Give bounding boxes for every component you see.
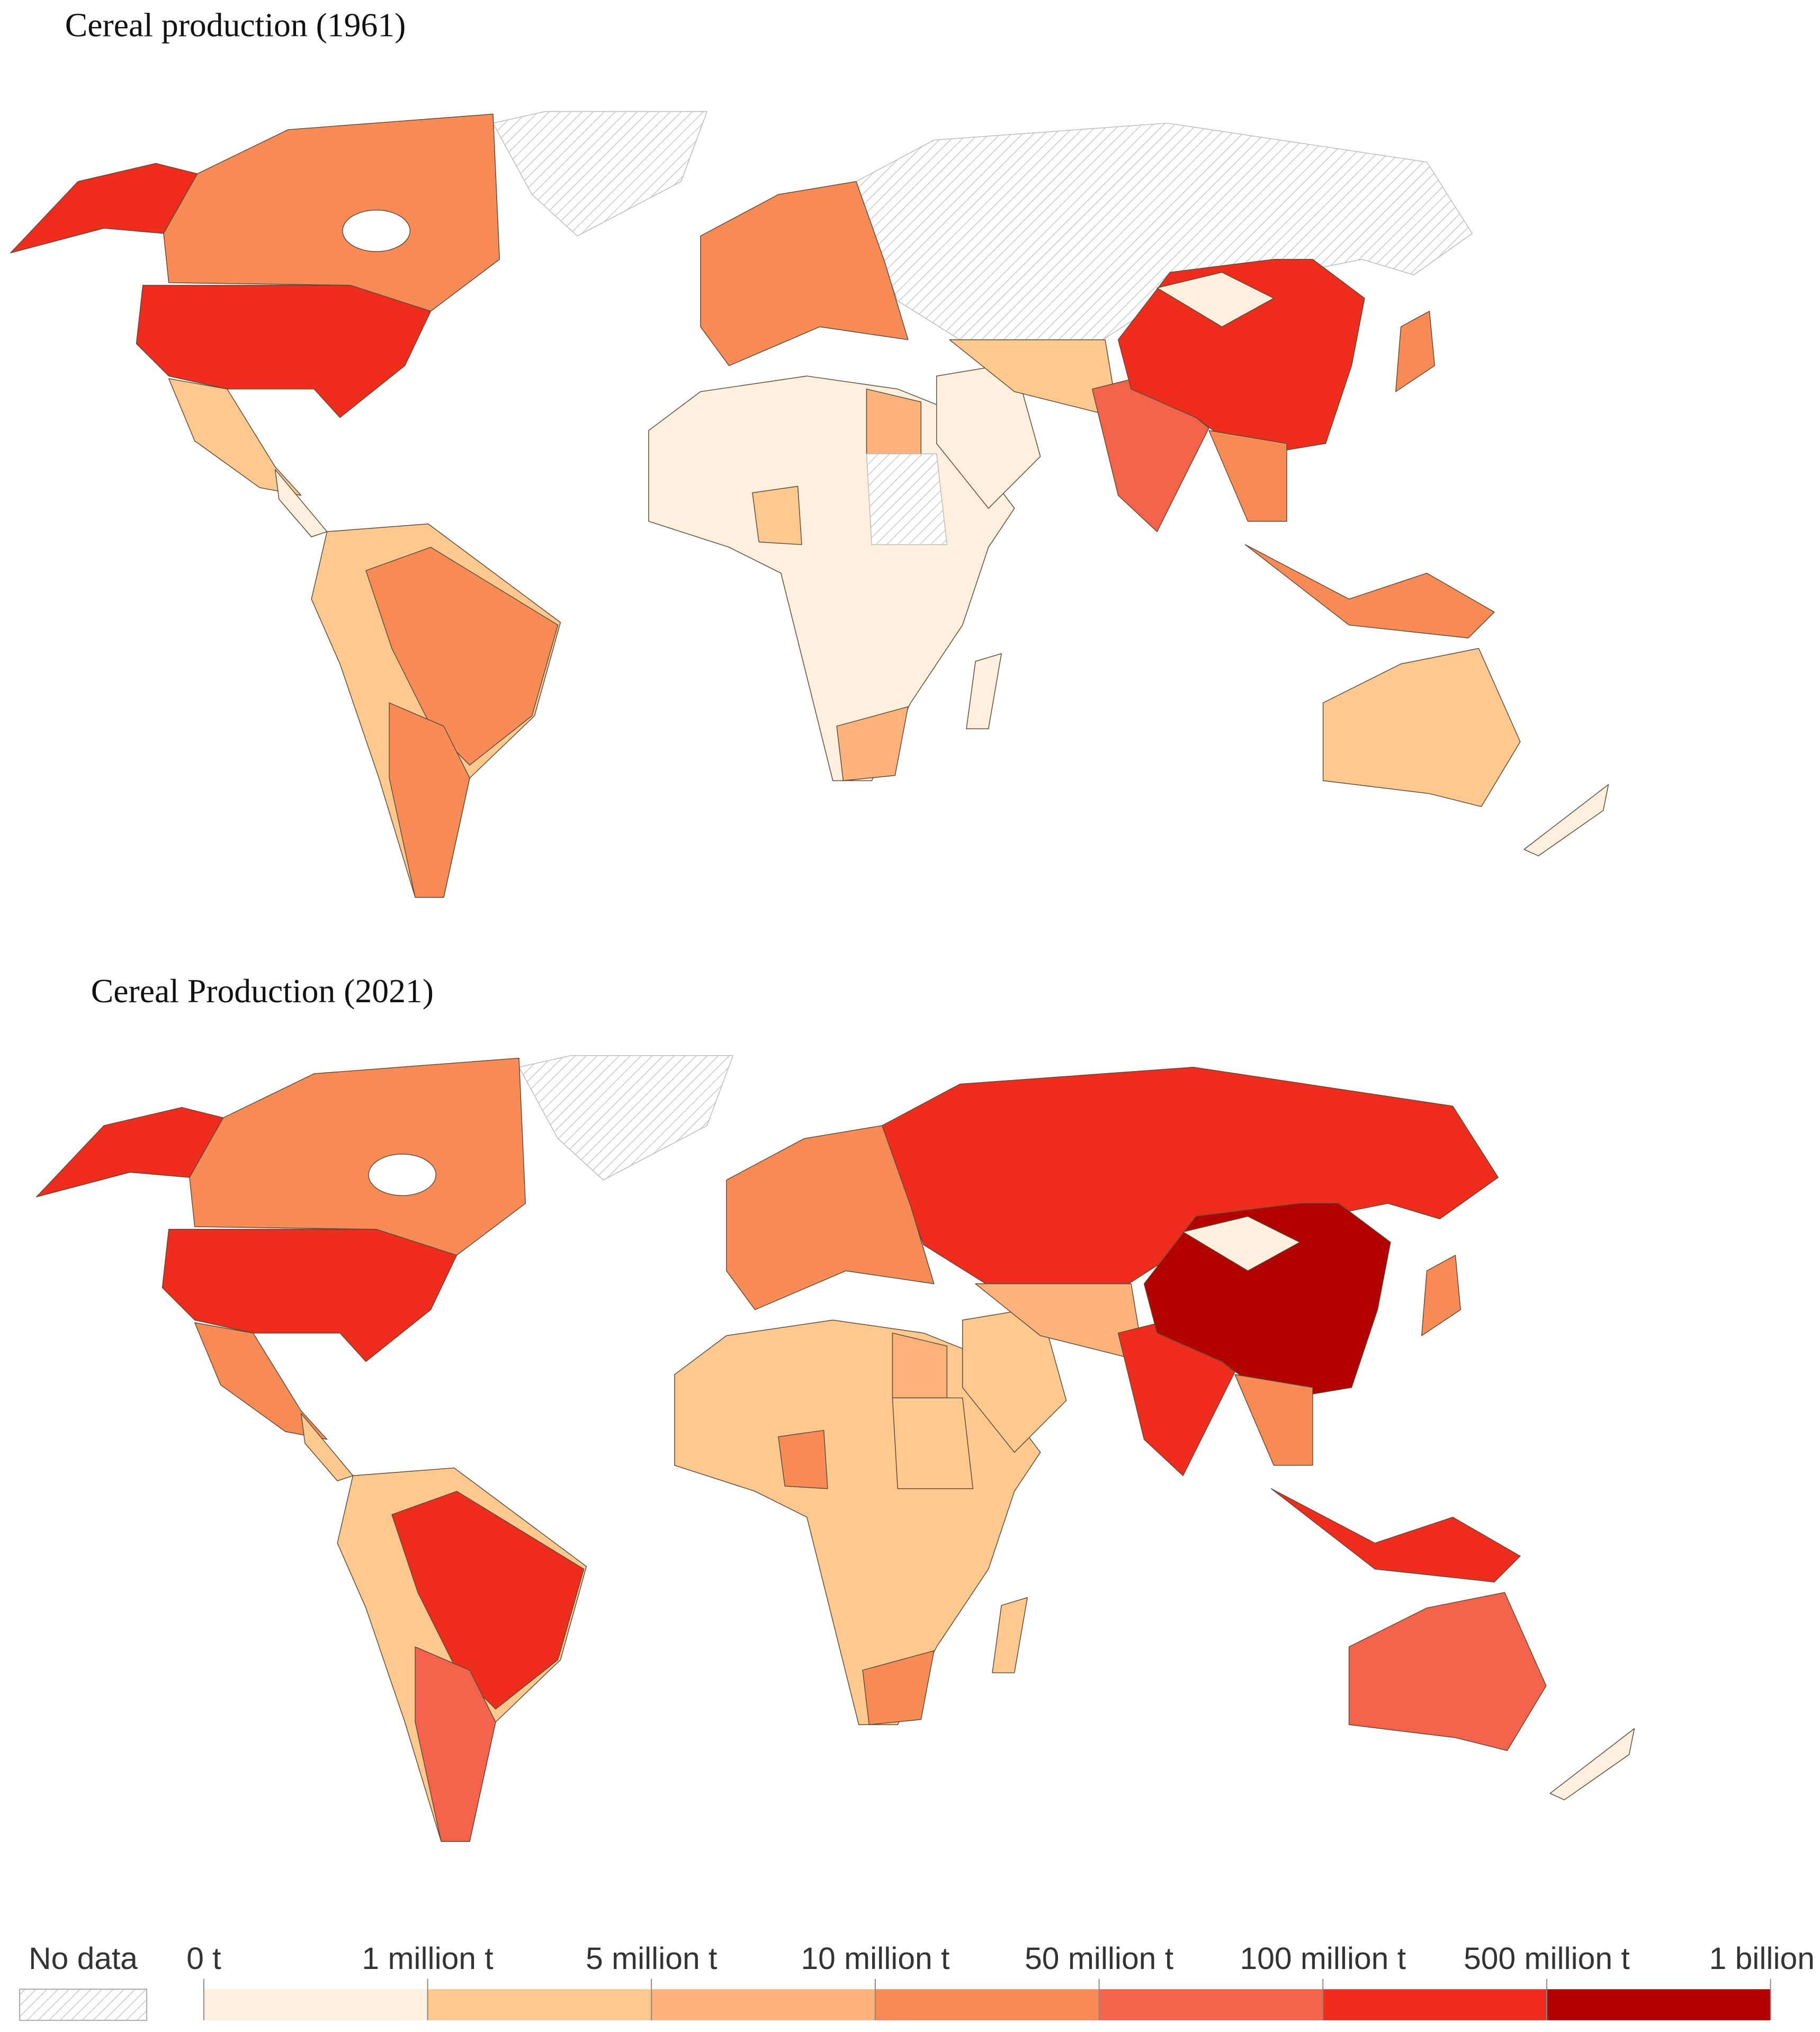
country-region bbox=[1234, 1374, 1313, 1466]
country-region bbox=[1182, 1216, 1301, 1272]
country-region bbox=[778, 1429, 828, 1489]
country-region bbox=[1156, 272, 1275, 327]
country-region bbox=[1322, 648, 1521, 807]
country-region bbox=[163, 113, 500, 312]
country-region bbox=[1270, 1488, 1521, 1583]
map-title: Cereal production (1961) bbox=[65, 6, 406, 43]
legend-label: No data bbox=[29, 1941, 138, 1976]
country-region bbox=[836, 706, 909, 781]
no-data-swatch bbox=[19, 1989, 148, 2021]
country-region bbox=[1143, 1203, 1391, 1401]
legend-bin bbox=[427, 1989, 652, 2020]
legend-bin bbox=[203, 1989, 428, 2020]
legend-bin bbox=[1323, 1989, 1547, 2020]
legend-bin bbox=[875, 1989, 1099, 2020]
country-region bbox=[189, 1057, 526, 1256]
legend-tick-label: 5 million t bbox=[586, 1941, 717, 1976]
country-region bbox=[365, 546, 559, 766]
country-region bbox=[862, 1650, 935, 1725]
legend: No data 0 t 1 million t 5 million t 10 mill… bbox=[19, 1941, 1820, 2021]
country-region bbox=[492, 111, 707, 237]
legend-bin bbox=[1546, 1989, 1771, 2020]
country-region bbox=[866, 453, 948, 545]
country-region bbox=[966, 653, 1002, 730]
country-region bbox=[300, 1413, 354, 1481]
world-map bbox=[36, 1055, 1635, 1842]
country-region bbox=[1549, 1728, 1635, 1801]
legend-tick-label: 1 million t bbox=[362, 1941, 493, 1976]
country-region bbox=[168, 378, 302, 496]
country-region bbox=[726, 1125, 935, 1310]
country-region bbox=[882, 1067, 1499, 1284]
legend-tick-label: 500 million t bbox=[1464, 1941, 1630, 1976]
country-region bbox=[700, 181, 909, 366]
country-region bbox=[1208, 430, 1287, 522]
country-region bbox=[1117, 259, 1365, 457]
legend-tick-label: 0 t bbox=[186, 1941, 221, 1976]
country-region bbox=[274, 469, 328, 537]
country-region bbox=[162, 1229, 458, 1362]
country-region bbox=[1348, 1592, 1547, 1751]
country-region bbox=[856, 122, 1473, 340]
map-title: Cereal Production (2021) bbox=[91, 972, 434, 1010]
country-region bbox=[1523, 784, 1609, 857]
country-region bbox=[389, 702, 470, 898]
country-region bbox=[415, 1646, 496, 1842]
legend-tick-label: 50 million t bbox=[1025, 1941, 1173, 1976]
country-region bbox=[1244, 544, 1495, 639]
country-region bbox=[992, 1597, 1028, 1674]
country-region bbox=[1421, 1255, 1461, 1336]
legend-bin bbox=[1099, 1989, 1323, 2020]
legend-tick-label: 100 million t bbox=[1240, 1941, 1406, 1976]
legend-bin bbox=[651, 1989, 875, 2020]
country-region bbox=[136, 285, 432, 418]
legend-tick-label: 1 billion t bbox=[1709, 1941, 1820, 1976]
country-region bbox=[391, 1490, 585, 1710]
country-region bbox=[892, 1397, 974, 1489]
country-region bbox=[194, 1322, 328, 1440]
world-map bbox=[10, 111, 1609, 898]
legend-tick-label: 10 million t bbox=[801, 1941, 949, 1976]
country-region bbox=[518, 1055, 733, 1181]
country-region bbox=[1395, 311, 1435, 392]
country-region bbox=[752, 485, 802, 545]
